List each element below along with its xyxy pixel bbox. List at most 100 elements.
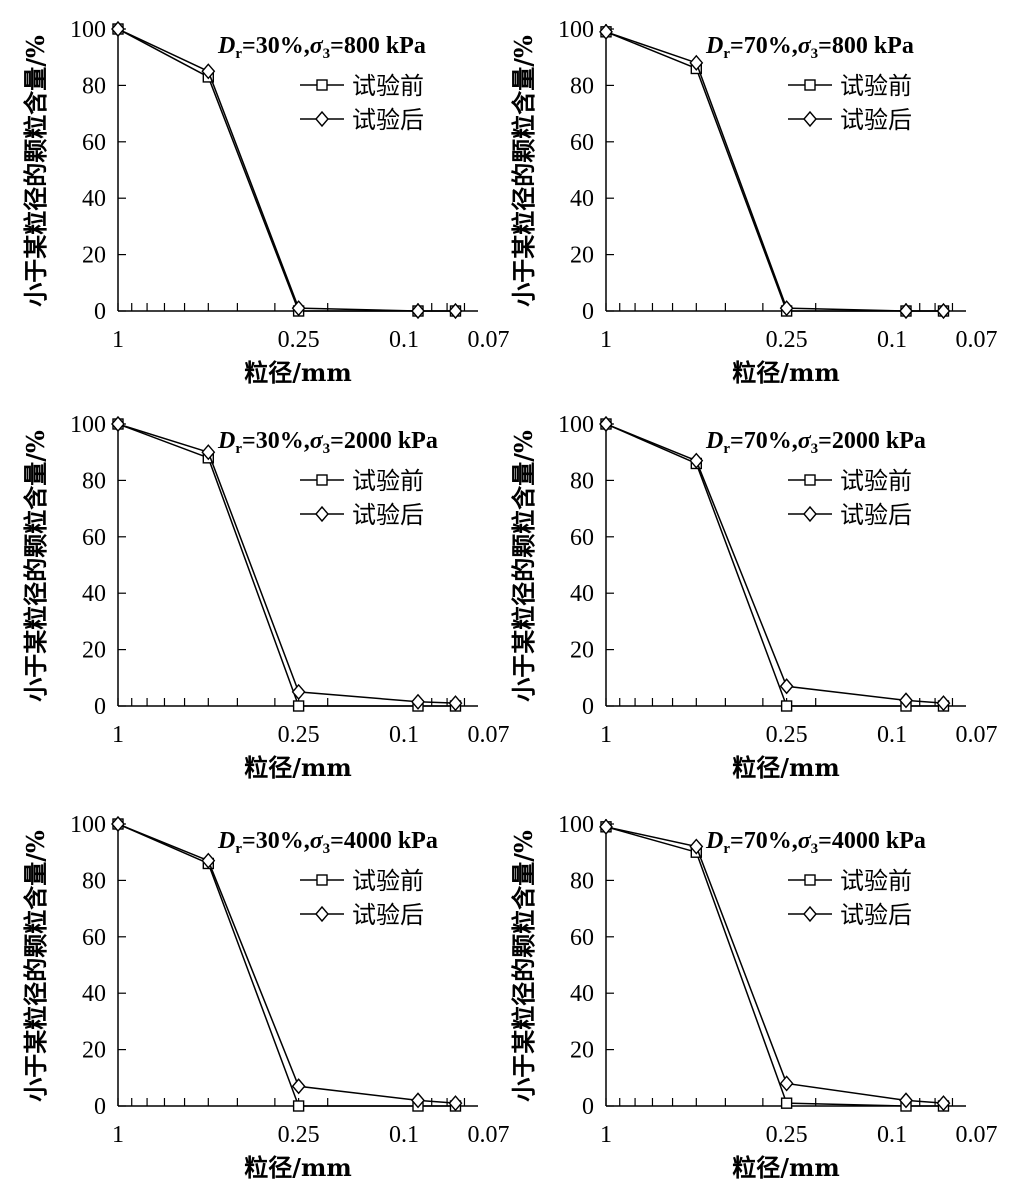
data-point-before <box>780 700 793 712</box>
y-tick-label: 40 <box>82 186 106 212</box>
condition-symbol: D <box>705 33 723 59</box>
data-point-after <box>936 302 951 320</box>
data-point-after <box>111 20 125 38</box>
x-tick-label: 0.25 <box>278 1122 320 1148</box>
chart-panel-3: 1 0.25 0.1 0.07 0 20 40 60 80 100 粒径/mm 小于某粒径的颗粒含量/… <box>21 412 509 782</box>
x-axis-title: 粒径/mm <box>244 1153 352 1182</box>
condition-rest2: =2000 kPa <box>818 428 926 454</box>
x-tick-label: 0.25 <box>766 327 808 353</box>
x-tick-label: 1 <box>112 722 124 748</box>
legend-label: 试验前 <box>352 867 424 895</box>
condition-sub: r <box>723 46 730 62</box>
y-tick-label: 100 <box>558 812 594 838</box>
legend-marker <box>804 874 816 886</box>
chart-panel-4: 1 0.25 0.1 0.07 0 20 40 60 80 100 粒径/mm 小于某粒径的颗粒含量/… <box>509 412 997 782</box>
y-tick-label: 60 <box>570 925 594 951</box>
y-axis-title: 小于某粒径的颗粒含量/% <box>509 430 538 702</box>
y-tick-label: 20 <box>82 243 106 269</box>
legend-marker <box>804 474 816 486</box>
condition-sigma-sub: 3 <box>811 441 819 457</box>
condition-sigma: σ <box>798 428 812 454</box>
y-tick-label: 40 <box>570 186 594 212</box>
condition-symbol: D <box>217 33 235 59</box>
legend-marker <box>804 79 816 91</box>
condition-sigma: σ <box>310 33 324 59</box>
y-tick-label: 0 <box>582 299 594 325</box>
y-tick-label: 100 <box>70 812 106 838</box>
y-tick-label: 0 <box>94 299 106 325</box>
chart-panel-6: 1 0.25 0.1 0.07 0 20 40 60 80 100 粒径/mm 小于某粒径的颗粒含量/… <box>509 812 997 1182</box>
legend-marker <box>803 905 817 923</box>
data-point-after <box>291 683 306 700</box>
x-tick-label: 1 <box>600 722 612 748</box>
legend-label: 试验后 <box>352 901 424 929</box>
data-point-after <box>936 1095 951 1112</box>
y-tick-label: 100 <box>558 412 594 438</box>
x-tick-label: 1 <box>600 1122 612 1148</box>
x-tick-label: 0.25 <box>766 1122 808 1148</box>
condition-label: Dr=70%,σ3=4000 kPa <box>705 828 926 857</box>
chart-panel-2: 1 0.25 0.1 0.07 0 20 40 60 80 100 粒径/mm 小于某粒径的颗粒含量/… <box>509 17 997 387</box>
condition-sub: r <box>723 841 730 857</box>
y-tick-label: 80 <box>82 73 106 99</box>
condition-sigma: σ <box>798 33 812 59</box>
condition-sigma-sub: 3 <box>811 841 819 857</box>
legend-marker <box>316 79 328 91</box>
legend-label: 试验前 <box>840 72 912 100</box>
x-tick-label: 0.1 <box>389 722 419 748</box>
data-point-after <box>779 300 794 317</box>
condition-sigma-sub: 3 <box>323 441 331 457</box>
data-point-after <box>448 302 463 320</box>
y-tick-label: 20 <box>570 1038 594 1064</box>
data-point-after <box>599 415 613 433</box>
x-tick-label: 0.1 <box>877 722 907 748</box>
y-tick-label: 40 <box>82 581 106 607</box>
y-tick-label: 40 <box>570 581 594 607</box>
condition-sigma-sub: 3 <box>323 46 331 62</box>
data-point-after <box>291 300 306 317</box>
legend-label: 试验后 <box>352 501 424 529</box>
y-tick-label: 20 <box>82 638 106 664</box>
x-tick-label: 1 <box>112 1122 124 1148</box>
legend-label: 试验后 <box>352 106 424 134</box>
x-tick-label: 1 <box>112 327 124 353</box>
y-tick-label: 60 <box>82 925 106 951</box>
condition-rest2: =4000 kPa <box>818 828 926 854</box>
x-axis-title: 粒径/mm <box>732 753 840 782</box>
x-axis-title: 粒径/mm <box>732 358 840 387</box>
x-axis-title: 粒径/mm <box>244 358 352 387</box>
condition-rest1: =70%, <box>730 428 798 454</box>
y-tick-label: 80 <box>570 468 594 494</box>
y-tick-label: 20 <box>82 1038 106 1064</box>
legend-marker <box>315 110 329 128</box>
y-axis-title: 小于某粒径的颗粒含量/% <box>509 35 538 307</box>
condition-label: Dr=70%,σ3=800 kPa <box>705 33 914 62</box>
legend-label: 试验后 <box>840 106 912 134</box>
data-point-after <box>448 695 463 712</box>
y-tick-label: 60 <box>570 525 594 551</box>
condition-label: Dr=30%,σ3=800 kPa <box>217 33 426 62</box>
legend-marker <box>315 905 329 923</box>
data-point-after <box>111 815 125 833</box>
y-tick-label: 0 <box>94 1094 106 1120</box>
y-tick-label: 100 <box>70 17 106 43</box>
data-point-before <box>292 700 305 712</box>
data-point-after <box>599 23 613 40</box>
x-axis-title: 粒径/mm <box>244 753 352 782</box>
x-tick-label: 0.07 <box>955 722 997 748</box>
condition-sub: r <box>723 441 730 457</box>
y-tick-label: 80 <box>82 468 106 494</box>
legend-label: 试验后 <box>840 501 912 529</box>
chart-panel-5: 1 0.25 0.1 0.07 0 20 40 60 80 100 粒径/mm 小于某粒径的颗粒含量/… <box>21 812 509 1182</box>
data-point-after <box>899 1092 913 1109</box>
y-tick-label: 80 <box>570 868 594 894</box>
x-tick-label: 0.1 <box>389 1122 419 1148</box>
x-axis-title: 粒径/mm <box>732 1153 840 1182</box>
condition-sub: r <box>235 46 242 62</box>
y-tick-label: 100 <box>558 17 594 43</box>
data-point-after <box>201 444 216 461</box>
condition-sub: r <box>235 841 242 857</box>
x-tick-label: 0.1 <box>877 327 907 353</box>
legend-label: 试验前 <box>840 467 912 495</box>
